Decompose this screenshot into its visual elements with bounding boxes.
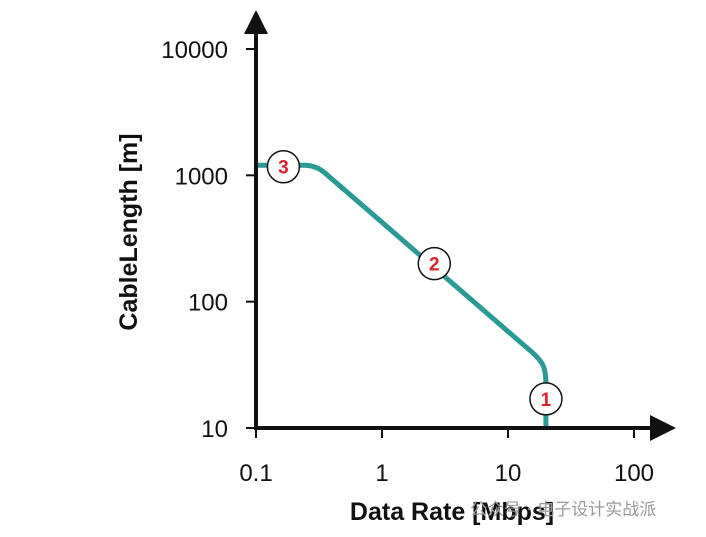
y-axis-arrow	[244, 10, 268, 34]
x-tick-label: 1	[375, 460, 388, 487]
x-tick-label: 10	[495, 460, 522, 487]
marker-2: 2	[417, 246, 452, 281]
marker-label: 2	[429, 255, 440, 276]
x-tick-label: 0.1	[239, 460, 272, 487]
y-tick-label: 1000	[175, 163, 228, 190]
marker-circle	[266, 149, 301, 184]
markers: 1 2 3	[266, 149, 563, 416]
marker-label: 1	[541, 390, 552, 411]
marker-circle	[529, 382, 563, 416]
x-axis-arrow	[650, 415, 676, 441]
x-axis-title: Data Rate [Mbps]	[350, 498, 554, 526]
watermark: 公众号 · 电子设计实战派	[470, 500, 656, 520]
tick-labels: 0.1 1 10 100 10 100 1000 10000	[161, 37, 654, 487]
data-layer	[256, 162, 549, 428]
tick-marks	[246, 48, 635, 438]
series-line-0	[256, 162, 549, 428]
y-tick-label: 10000	[161, 37, 228, 64]
axes	[244, 10, 676, 441]
marker-3: 3	[266, 149, 301, 184]
y-tick-label: 100	[188, 290, 228, 317]
y-tick-label: 10	[201, 416, 228, 443]
marker-label: 3	[278, 158, 289, 179]
marker-1: 1	[529, 382, 563, 416]
x-tick-label: 100	[614, 460, 654, 487]
marker-circle	[417, 246, 452, 281]
y-axis-title: CableLength [m]	[115, 133, 143, 330]
